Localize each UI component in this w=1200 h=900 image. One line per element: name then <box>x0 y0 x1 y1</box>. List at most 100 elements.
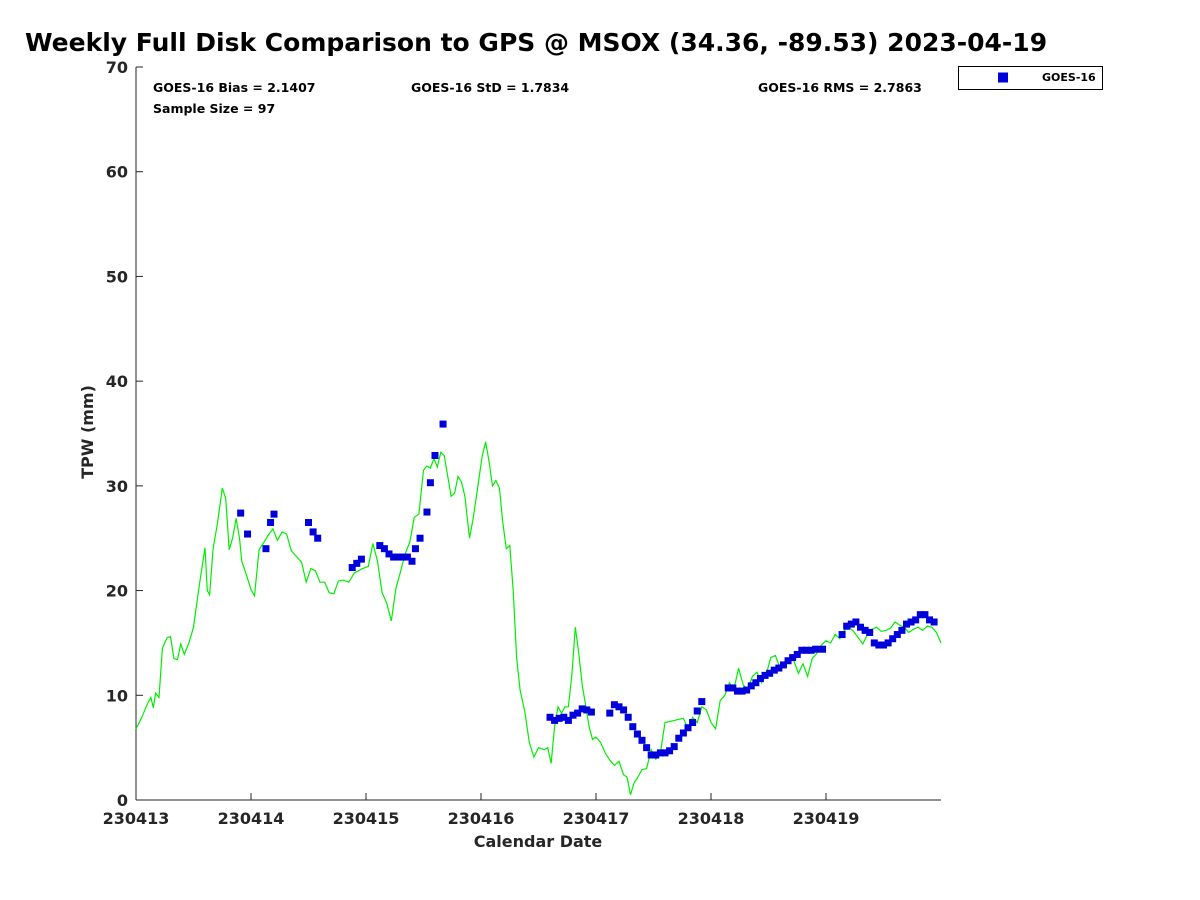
plot-area <box>136 67 941 800</box>
goes16-point <box>870 639 878 647</box>
y-tick-label: 40 <box>106 372 128 391</box>
goes16-point <box>390 553 398 561</box>
goes16-point <box>802 646 810 654</box>
x-tick-label: 230419 <box>793 809 860 828</box>
x-tick-label: 230413 <box>103 809 170 828</box>
goes16-point <box>647 751 655 759</box>
goes16-point <box>912 616 920 624</box>
x-tick-label: 230416 <box>448 809 515 828</box>
goes16-point <box>546 713 554 721</box>
goes16-point <box>569 711 577 719</box>
goes16-point <box>930 618 938 626</box>
y-tick-label: 50 <box>106 267 128 286</box>
goes16-point <box>819 645 827 653</box>
goes16-point <box>733 687 741 695</box>
goes16-point <box>262 545 270 553</box>
goes16-point <box>244 530 252 538</box>
goes16-point <box>875 641 883 649</box>
goes16-point <box>852 618 860 626</box>
goes16-point <box>551 716 559 724</box>
x-tick-label: 230415 <box>333 809 400 828</box>
goes16-point <box>779 661 787 669</box>
goes16-point <box>926 616 933 624</box>
goes16-point <box>583 706 591 714</box>
legend-box <box>958 66 1103 90</box>
axes <box>135 67 941 801</box>
goes16-point <box>689 719 697 727</box>
goes16-point <box>270 510 278 518</box>
goes16-point <box>789 654 797 662</box>
goes16-point <box>838 631 846 639</box>
goes16-point <box>775 664 783 672</box>
goes16-point <box>857 623 864 631</box>
goes16-point <box>738 687 746 695</box>
goes16-point <box>843 622 851 630</box>
goes16-point <box>798 646 806 654</box>
goes16-point <box>793 650 801 658</box>
legend: GOES-16 <box>958 66 1103 90</box>
goes16-point <box>439 420 447 428</box>
goes16-point <box>903 620 910 628</box>
goes16-point <box>403 553 411 561</box>
goes16-point <box>564 716 572 724</box>
goes16-point <box>237 509 245 517</box>
y-tick-label: 70 <box>106 58 128 77</box>
goes16-point <box>411 545 419 553</box>
goes16-point <box>353 559 361 567</box>
stat-rms: GOES-16 RMS = 2.7863 <box>758 80 922 95</box>
goes16-point <box>426 479 434 487</box>
goes16-point <box>675 734 683 742</box>
goes16-point <box>752 679 760 687</box>
goes16-point <box>889 635 897 643</box>
x-tick-label: 230417 <box>563 809 630 828</box>
goes16-point <box>394 553 402 561</box>
goes16-point <box>756 675 764 683</box>
goes16-point <box>416 534 424 542</box>
stat-bias: GOES-16 Bias = 2.1407 <box>153 80 315 95</box>
goes16-point <box>661 749 669 757</box>
y-tick-label: 10 <box>106 686 128 705</box>
goes16-point <box>385 550 393 558</box>
goes16-point <box>633 730 641 738</box>
goes16-point <box>898 626 906 634</box>
goes16-point <box>766 669 774 677</box>
goes16-point <box>670 743 678 751</box>
stat-sample-size: Sample Size = 97 <box>153 101 275 116</box>
goes16-point <box>267 519 275 527</box>
goes16-point <box>880 641 887 649</box>
goes16-point <box>587 708 595 716</box>
goes16-point <box>743 686 751 694</box>
goes16-point <box>698 698 706 706</box>
goes16-point <box>684 724 692 732</box>
goes16-point <box>724 684 732 692</box>
legend-label-goes16: GOES-16 <box>1042 71 1096 84</box>
goes16-point <box>643 744 651 752</box>
goes16-point <box>921 611 929 619</box>
goes16-point <box>807 646 815 654</box>
goes16-point <box>357 555 365 563</box>
goes16-point <box>916 611 924 619</box>
goes16-point <box>638 736 646 744</box>
goes16-point <box>555 714 563 722</box>
y-axis-label: TPW (mm) <box>78 385 97 479</box>
goes16-point <box>747 682 755 690</box>
goes16-point <box>380 545 388 553</box>
goes16-point <box>907 618 915 626</box>
goes16-point <box>693 707 701 715</box>
goes16-point <box>314 534 322 542</box>
x-axis-label: Calendar Date <box>474 832 603 851</box>
goes16-point <box>884 639 892 647</box>
goes16-point <box>348 564 356 572</box>
goes16-point <box>761 671 769 679</box>
goes16-point <box>620 706 628 714</box>
goes16-point <box>309 528 317 536</box>
y-tick-label: 0 <box>117 791 128 810</box>
gps-line-layer <box>135 441 942 795</box>
goes16-point <box>893 631 901 639</box>
goes16-point <box>574 709 582 717</box>
x-tick-label: 230418 <box>678 809 745 828</box>
goes16-point <box>784 657 792 665</box>
goes16-point <box>666 747 674 755</box>
goes16-point <box>866 628 874 636</box>
y-tick-label: 60 <box>106 163 128 182</box>
